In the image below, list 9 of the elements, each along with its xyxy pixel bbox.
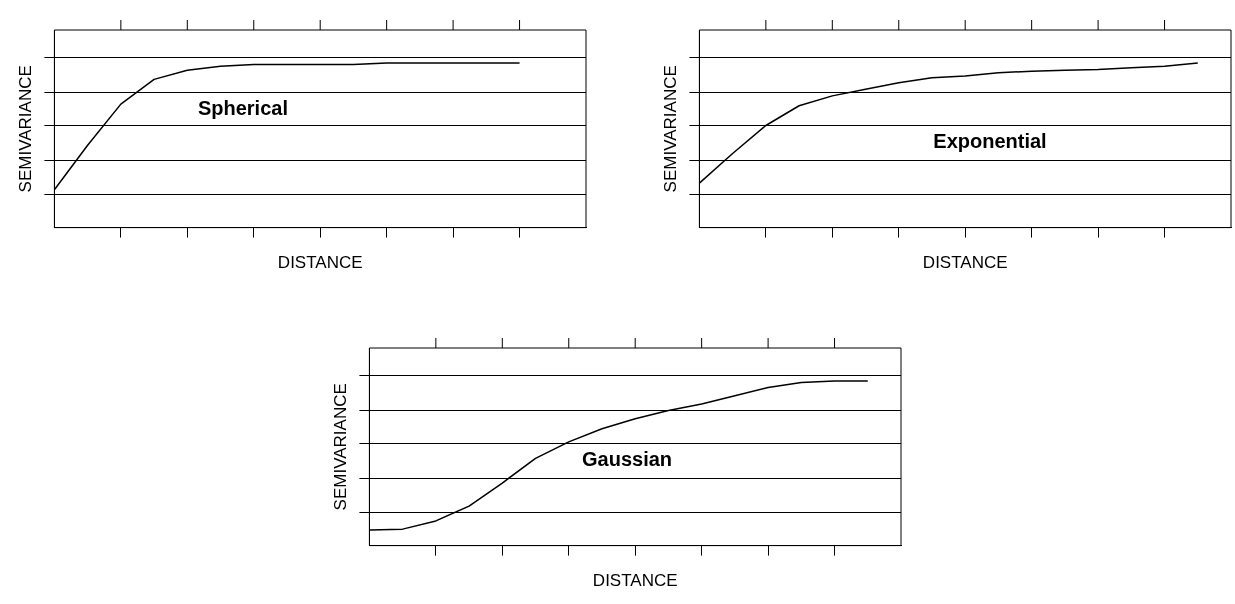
y-axis-title: SEMIVARIANCE	[660, 65, 680, 193]
series-label: Gaussian	[582, 448, 673, 471]
x-axis-title: DISTANCE	[592, 571, 678, 591]
text: Exponential	[933, 130, 1047, 153]
y-axis-title: SEMIVARIANCE	[330, 383, 350, 511]
series-label: Spherical	[197, 96, 288, 119]
y-axis-title: SEMIVARIANCE	[15, 65, 35, 193]
x-axis-title: DISTANCE	[922, 253, 1008, 273]
x-axis-title: DISTANCE	[277, 253, 363, 273]
